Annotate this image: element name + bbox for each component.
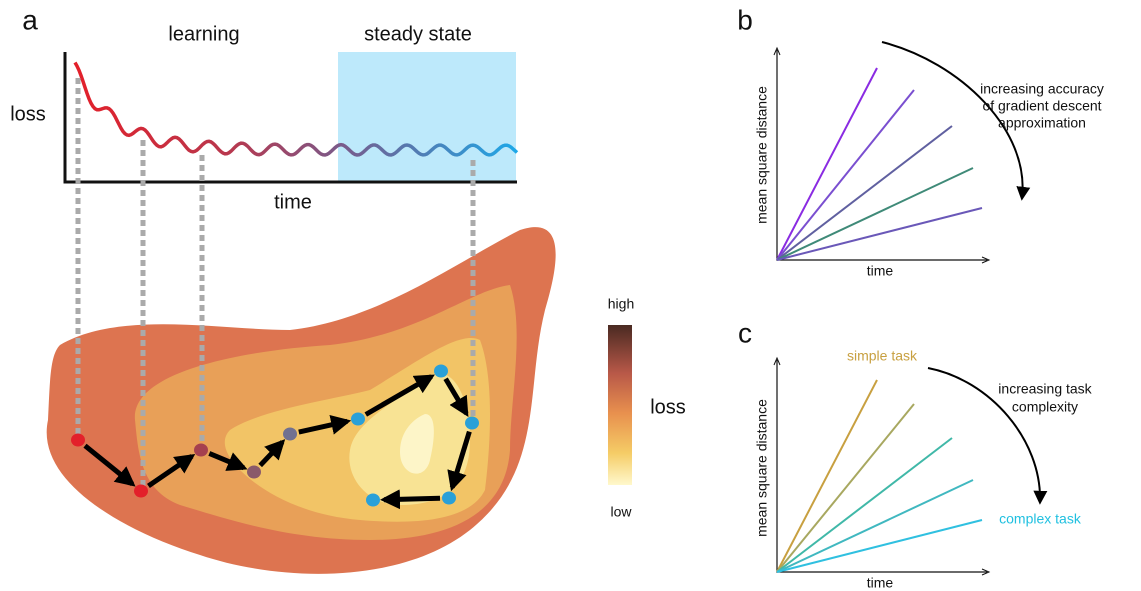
x-label: time bbox=[867, 263, 894, 279]
y-label: mean square distance bbox=[754, 86, 770, 224]
axes bbox=[776, 360, 987, 573]
steady-state-region bbox=[338, 52, 516, 182]
axes bbox=[63, 52, 517, 184]
step-arrow bbox=[83, 443, 136, 487]
axis-arrows bbox=[773, 46, 991, 264]
step-arrow bbox=[147, 453, 196, 488]
step-arrow bbox=[364, 374, 435, 417]
step-point bbox=[194, 443, 208, 457]
step-arrow bbox=[258, 439, 286, 468]
phase-label: learning bbox=[168, 23, 239, 45]
colorbar-low: low bbox=[610, 504, 632, 520]
y-label: loss bbox=[10, 103, 46, 125]
step-arrow bbox=[298, 415, 352, 435]
x-label: time bbox=[867, 575, 894, 591]
annotation: approximation bbox=[998, 115, 1086, 131]
end-label: complex task bbox=[999, 511, 1082, 527]
panel-a: a learning steady state loss time high l… bbox=[10, 4, 686, 574]
trend-arrow bbox=[881, 41, 1031, 201]
step-point bbox=[465, 416, 479, 430]
lines bbox=[776, 379, 983, 573]
lines bbox=[776, 67, 983, 261]
colorbar-high: high bbox=[608, 296, 634, 312]
step-point bbox=[366, 493, 380, 507]
panel-label: c bbox=[738, 317, 752, 348]
trend-arrow bbox=[927, 367, 1048, 505]
projection-lines bbox=[75, 78, 476, 486]
annotation: complexity bbox=[1012, 399, 1078, 415]
panel-c: c mean square distance time simple task … bbox=[738, 317, 1093, 590]
step-point bbox=[434, 364, 448, 378]
step-point bbox=[247, 465, 261, 479]
annotation: of gradient descent bbox=[982, 98, 1101, 114]
colorbar-label: loss bbox=[650, 396, 686, 418]
panel-label: b bbox=[737, 4, 753, 35]
trajectory bbox=[71, 364, 479, 510]
start-label: simple task bbox=[847, 348, 918, 364]
axes bbox=[776, 50, 987, 261]
loss-curve bbox=[73, 61, 519, 157]
step-point bbox=[71, 433, 85, 447]
step-arrow bbox=[379, 489, 441, 510]
landscape bbox=[46, 227, 556, 574]
x-label: time bbox=[274, 191, 312, 213]
step-point bbox=[442, 491, 456, 505]
panel-b: b mean square distance time increasing a… bbox=[737, 4, 1104, 278]
panel-label: a bbox=[22, 4, 38, 35]
step-arrow bbox=[443, 377, 469, 417]
step-point bbox=[351, 412, 365, 426]
step-point bbox=[283, 427, 297, 441]
step-arrow bbox=[208, 451, 248, 471]
annotation: increasing task bbox=[998, 381, 1092, 397]
colorbar bbox=[608, 325, 632, 485]
annotation: increasing accuracy bbox=[980, 81, 1104, 97]
phase-label: steady state bbox=[364, 23, 472, 45]
step-arrow bbox=[447, 430, 472, 492]
y-label: mean square distance bbox=[754, 399, 770, 537]
axis-arrows bbox=[773, 356, 991, 576]
step-point bbox=[134, 484, 148, 498]
